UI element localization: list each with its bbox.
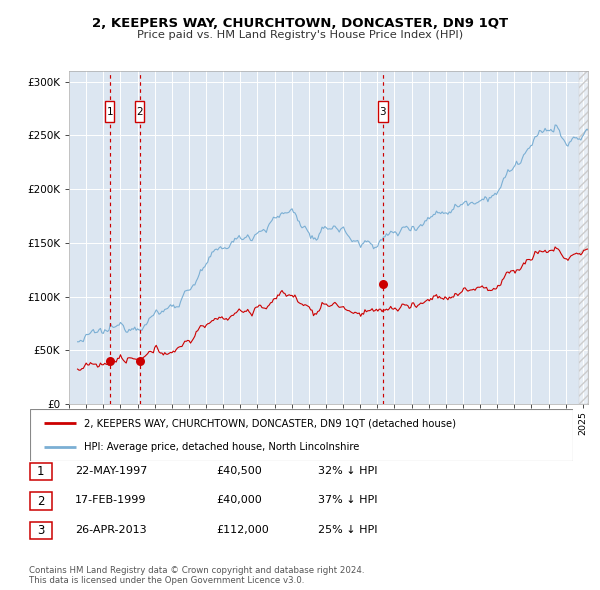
Text: 17-FEB-1999: 17-FEB-1999 [75, 496, 146, 505]
Text: This data is licensed under the Open Government Licence v3.0.: This data is licensed under the Open Gov… [29, 576, 304, 585]
Text: 1: 1 [106, 107, 113, 117]
Text: 3: 3 [37, 524, 44, 537]
Text: 25% ↓ HPI: 25% ↓ HPI [318, 525, 377, 535]
Text: 32% ↓ HPI: 32% ↓ HPI [318, 466, 377, 476]
FancyBboxPatch shape [30, 409, 573, 461]
Text: 2: 2 [37, 494, 44, 508]
FancyBboxPatch shape [30, 463, 52, 480]
FancyBboxPatch shape [378, 101, 388, 122]
Text: 37% ↓ HPI: 37% ↓ HPI [318, 496, 377, 505]
FancyBboxPatch shape [135, 101, 144, 122]
Text: 3: 3 [379, 107, 386, 117]
Text: 26-APR-2013: 26-APR-2013 [75, 525, 146, 535]
FancyBboxPatch shape [30, 493, 52, 510]
Text: 2, KEEPERS WAY, CHURCHTOWN, DONCASTER, DN9 1QT (detached house): 2, KEEPERS WAY, CHURCHTOWN, DONCASTER, D… [85, 418, 457, 428]
Text: 2: 2 [136, 107, 143, 117]
Text: Contains HM Land Registry data © Crown copyright and database right 2024.: Contains HM Land Registry data © Crown c… [29, 566, 364, 575]
Text: 2, KEEPERS WAY, CHURCHTOWN, DONCASTER, DN9 1QT: 2, KEEPERS WAY, CHURCHTOWN, DONCASTER, D… [92, 17, 508, 30]
Text: 22-MAY-1997: 22-MAY-1997 [75, 466, 148, 476]
Text: Price paid vs. HM Land Registry's House Price Index (HPI): Price paid vs. HM Land Registry's House … [137, 30, 463, 40]
Text: £40,000: £40,000 [216, 496, 262, 505]
Text: 1: 1 [37, 465, 44, 478]
Text: £40,500: £40,500 [216, 466, 262, 476]
Text: HPI: Average price, detached house, North Lincolnshire: HPI: Average price, detached house, Nort… [85, 442, 359, 453]
Text: £112,000: £112,000 [216, 525, 269, 535]
FancyBboxPatch shape [105, 101, 115, 122]
FancyBboxPatch shape [30, 522, 52, 539]
